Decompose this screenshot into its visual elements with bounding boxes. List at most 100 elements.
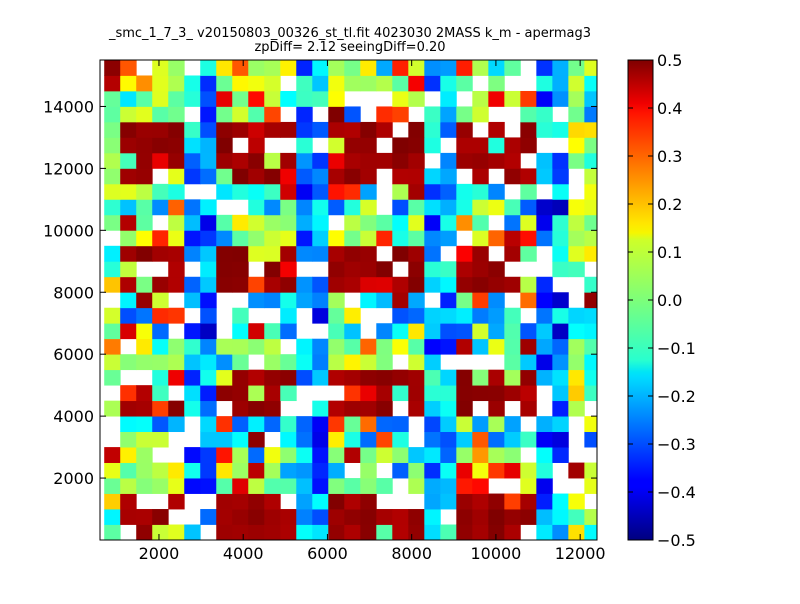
heatmap-cell: [200, 106, 217, 123]
heatmap-cell: [568, 385, 585, 402]
heatmap-cell: [408, 292, 425, 309]
colorbar-tick-label: −0.3: [657, 435, 696, 454]
heatmap-cell: [200, 60, 217, 76]
heatmap-cell: [376, 276, 393, 293]
heatmap-cell: [104, 462, 121, 479]
heatmap-cell: [280, 60, 297, 76]
heatmap-cell: [504, 152, 521, 169]
heatmap-cell: [152, 385, 169, 402]
heatmap-cell: [264, 462, 281, 479]
heatmap-cell: [200, 137, 217, 154]
heatmap-cell: [360, 509, 377, 525]
heatmap-cell: [312, 230, 329, 247]
heatmap-cell: [504, 245, 521, 262]
heatmap-cell: [200, 292, 217, 309]
heatmap-cell: [392, 214, 409, 231]
heatmap-cell: [152, 183, 169, 200]
heatmap-cell: [552, 493, 569, 510]
heatmap-cell: [488, 75, 505, 92]
heatmap-cell: [216, 276, 233, 293]
y-tick-label: 6000: [53, 345, 94, 364]
heatmap-cell: [280, 369, 297, 386]
heatmap-cell: [408, 230, 425, 247]
heatmap-cell: [200, 462, 217, 479]
heatmap-cell: [488, 338, 505, 355]
heatmap-cell: [280, 354, 297, 371]
heatmap-cell: [472, 168, 489, 185]
heatmap-cell: [264, 168, 281, 185]
heatmap-cell: [120, 214, 137, 231]
heatmap-cell: [488, 400, 505, 417]
heatmap-cell: [440, 385, 457, 402]
heatmap-cell: [248, 199, 265, 216]
heatmap-cell: [296, 137, 313, 154]
heatmap-cell: [504, 323, 521, 340]
heatmap-cell: [152, 137, 169, 154]
heatmap-cell: [376, 261, 393, 278]
heatmap-cell: [520, 323, 537, 340]
heatmap-cell: [392, 307, 409, 324]
heatmap-cell: [504, 447, 521, 463]
heatmap-cell: [568, 338, 585, 355]
heatmap-cell: [568, 199, 585, 216]
heatmap-cell: [152, 509, 169, 525]
heatmap-cell: [168, 307, 185, 324]
heatmap-cell: [120, 276, 137, 293]
heatmap-cell: [232, 338, 249, 355]
heatmap-cell: [280, 214, 297, 231]
heatmap-cell: [552, 307, 569, 324]
heatmap-cell: [376, 385, 393, 402]
heatmap-cell: [360, 338, 377, 355]
heatmap-cell: [520, 168, 537, 185]
heatmap-cell: [328, 183, 345, 200]
heatmap-cell: [280, 245, 297, 262]
heatmap-cell: [344, 493, 361, 510]
heatmap-cell: [424, 106, 441, 123]
heatmap-cell: [408, 400, 425, 417]
heatmap-cell: [456, 493, 473, 510]
heatmap-cell: [424, 509, 441, 525]
heatmap-cell: [552, 75, 569, 92]
heatmap-cell: [280, 183, 297, 200]
heatmap-cell: [568, 152, 585, 169]
heatmap-cell: [584, 276, 598, 293]
heatmap-cell: [216, 183, 233, 200]
heatmap-cell: [504, 385, 521, 402]
heatmap-cell: [136, 152, 153, 169]
heatmap-cell: [344, 199, 361, 216]
heatmap-cell: [296, 276, 313, 293]
heatmap-cell: [248, 214, 265, 231]
heatmap-cell: [216, 230, 233, 247]
heatmap-cell: [120, 493, 137, 510]
heatmap-cell: [264, 183, 281, 200]
heatmap-cell: [552, 199, 569, 216]
heatmap-cell: [328, 276, 345, 293]
heatmap-cell: [216, 447, 233, 463]
heatmap-cell: [536, 416, 553, 433]
heatmap-cell: [520, 462, 537, 479]
heatmap-cell: [472, 90, 489, 107]
heatmap-cell: [504, 431, 521, 448]
heatmap-cell: [216, 106, 233, 123]
heatmap-cell: [232, 416, 249, 433]
heatmap-cell: [488, 509, 505, 525]
heatmap-cell: [200, 276, 217, 293]
heatmap-cell: [232, 121, 249, 138]
heatmap-cell: [344, 60, 361, 76]
heatmap-cell: [168, 354, 185, 371]
heatmap-cell: [488, 524, 505, 541]
heatmap-cell: [456, 416, 473, 433]
heatmap-cell: [456, 60, 473, 76]
heatmap-cell: [392, 509, 409, 525]
heatmap-cell: [264, 60, 281, 76]
heatmap-cell: [344, 230, 361, 247]
heatmap-cell: [520, 183, 537, 200]
heatmap-cell: [232, 183, 249, 200]
heatmap-cell: [520, 354, 537, 371]
heatmap-cell: [440, 292, 457, 309]
heatmap-cell: [456, 307, 473, 324]
heatmap-cell: [104, 121, 121, 138]
heatmap-cell: [456, 152, 473, 169]
heatmap-cell: [344, 75, 361, 92]
heatmap-cell: [136, 137, 153, 154]
